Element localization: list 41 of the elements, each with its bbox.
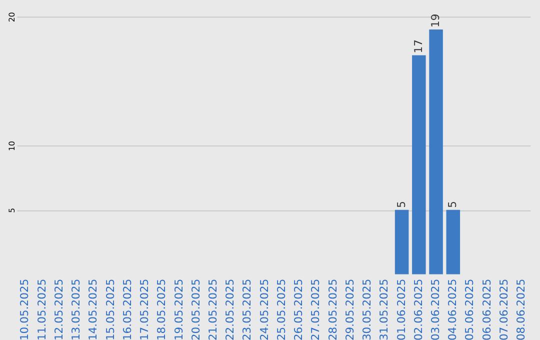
bar <box>446 210 460 274</box>
x-tick-label: 08.06.2025 <box>514 278 528 340</box>
data-label: 17 <box>412 40 425 54</box>
x-tick-label: 21.05.2025 <box>206 278 220 340</box>
x-tick-label: 01.06.2025 <box>394 278 408 340</box>
x-tick-label: 17.05.2025 <box>138 278 152 340</box>
x-tick-label: 19.05.2025 <box>172 278 186 340</box>
x-tick-label: 30.05.2025 <box>360 278 374 340</box>
x-tick-label: 23.05.2025 <box>240 278 254 340</box>
bar <box>429 29 443 274</box>
x-tick-label: 11.05.2025 <box>35 278 48 340</box>
y-tick-label: 5 <box>7 208 16 213</box>
data-label: 5 <box>446 201 460 208</box>
bar <box>394 210 409 274</box>
x-tick-label: 10.05.2025 <box>18 278 32 340</box>
x-tick-label: 12.05.2025 <box>52 278 66 340</box>
data-label: 19 <box>428 14 442 28</box>
x-tick-label: 29.05.2025 <box>343 278 356 340</box>
x-tick-label: 18.05.2025 <box>155 278 168 340</box>
x-tick-label: 06.06.2025 <box>480 278 494 340</box>
x-tick-label: 15.05.2025 <box>104 278 117 340</box>
x-tick-label: 04.06.2025 <box>446 278 460 340</box>
x-tick-label: 07.06.2025 <box>497 278 510 340</box>
data-label: 5 <box>394 201 408 208</box>
x-tick-label: 26.05.2025 <box>292 278 306 340</box>
x-tick-label: 14.05.2025 <box>86 278 100 340</box>
x-tick-label: 24.05.2025 <box>258 278 271 340</box>
x-tick-label: 13.05.2025 <box>70 278 83 340</box>
y-tick-label: 20 <box>7 12 16 22</box>
x-tick-label: 25.05.2025 <box>274 278 288 340</box>
x-tick-label: 27.05.2025 <box>309 278 322 340</box>
x-tick-label: 03.06.2025 <box>428 278 442 340</box>
bar <box>412 55 426 274</box>
x-tick-label: 20.05.2025 <box>189 278 202 340</box>
x-tick-label: 02.06.2025 <box>412 278 425 340</box>
x-tick-label: 31.05.2025 <box>378 278 391 340</box>
y-tick-label: 10 <box>7 140 16 151</box>
x-tick-label: 05.06.2025 <box>463 278 476 340</box>
x-tick-label: 28.05.2025 <box>326 278 340 340</box>
x-tick-label: 22.05.2025 <box>224 278 237 340</box>
x-tick-label: 16.05.2025 <box>120 278 134 340</box>
